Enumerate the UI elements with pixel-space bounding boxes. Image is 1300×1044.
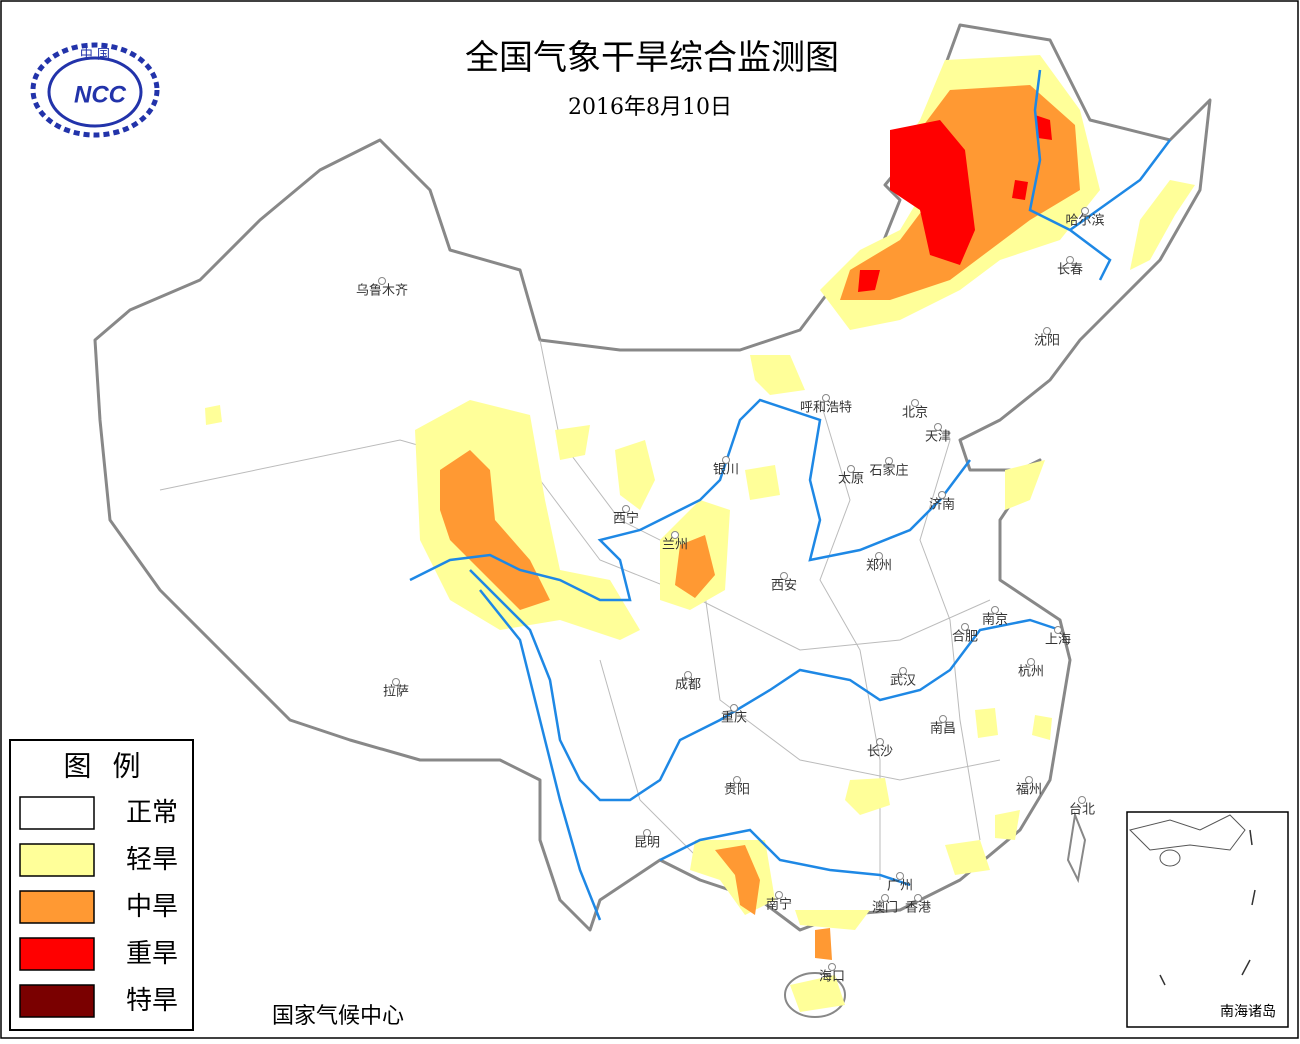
city-marker <box>876 738 884 746</box>
city-marker <box>899 667 907 675</box>
city-marker <box>730 704 738 712</box>
legend-swatch <box>19 984 95 1018</box>
city-marker <box>847 465 855 473</box>
city-marker <box>881 894 889 902</box>
legend-label: 轻旱 <box>126 845 178 875</box>
city-label: 银川 <box>713 463 739 478</box>
city-label: 昆明 <box>634 836 660 851</box>
logo: 中 国 NCC <box>30 42 160 138</box>
legend-swatch <box>19 796 95 830</box>
taiwan <box>1066 811 1087 884</box>
city-label: 兰州 <box>662 538 688 553</box>
city-label: 西宁 <box>613 511 639 527</box>
city-marker <box>1066 256 1074 264</box>
city-label: 南昌 <box>930 721 956 737</box>
city-marker <box>392 678 400 686</box>
city-label: 长春 <box>1057 263 1083 278</box>
city-label: 南宁 <box>766 897 792 913</box>
city-marker <box>780 572 788 580</box>
city-marker <box>914 894 922 902</box>
legend-swatch <box>19 843 95 877</box>
city-label: 上海 <box>1045 633 1071 648</box>
city-label: 天津 <box>925 430 951 445</box>
city-label: 济南 <box>929 497 955 513</box>
city-marker <box>775 891 783 899</box>
legend-label: 中旱 <box>126 892 178 922</box>
city-label: 乌鲁木齐 <box>356 283 408 299</box>
city-label: 长沙 <box>867 745 893 760</box>
rivers <box>409 69 1171 921</box>
city-marker <box>1054 626 1062 634</box>
city-marker <box>991 606 999 614</box>
logo-text: NCC <box>74 81 127 108</box>
city-marker <box>822 394 830 402</box>
city-marker <box>939 715 947 723</box>
city-marker <box>722 456 730 464</box>
footer: 国家气候中心 <box>272 1004 404 1029</box>
city-label: 太原 <box>838 472 864 487</box>
city-marker <box>896 872 904 880</box>
city-marker <box>911 399 919 407</box>
city-label: 呼和浩特 <box>800 401 852 416</box>
city-label: 郑州 <box>866 559 892 574</box>
city-label: 拉萨 <box>383 685 409 700</box>
map-title: 全国气象干旱综合监测图 <box>465 38 839 78</box>
city-label: 哈尔滨 <box>1065 213 1104 229</box>
logo-top: 中 国 <box>80 48 110 63</box>
city-label: 澳门 <box>872 900 898 916</box>
city-label: 石家庄 <box>869 463 908 479</box>
city-marker <box>828 963 836 971</box>
city-label: 香港 <box>905 901 931 916</box>
city-marker <box>875 552 883 560</box>
city-marker <box>684 671 692 679</box>
city-marker <box>671 531 679 539</box>
city-marker <box>622 505 630 513</box>
legend-label: 重旱 <box>126 939 178 969</box>
city-marker <box>1027 658 1035 666</box>
inset-label: 南海诸岛 <box>1220 1004 1276 1020</box>
south-china-sea-inset: 南海诸岛 <box>1126 811 1289 1028</box>
city-label: 沈阳 <box>1034 334 1060 349</box>
city-marker <box>733 776 741 784</box>
legend-label: 特旱 <box>126 986 178 1016</box>
city-label: 福州 <box>1016 783 1042 798</box>
city-label: 西安 <box>771 579 797 594</box>
city-label: 海口 <box>819 970 845 985</box>
city-marker <box>961 623 969 631</box>
drought-areas <box>205 55 1195 1012</box>
map-date: 2016年8月10日 <box>568 95 732 120</box>
city-marker <box>378 277 386 285</box>
city-label: 武汉 <box>890 674 916 689</box>
legend-swatch <box>19 890 95 924</box>
city-marker <box>938 491 946 499</box>
city-label: 合肥 <box>952 630 978 645</box>
city-marker <box>1081 207 1089 215</box>
city-label: 广州 <box>887 879 913 894</box>
city-marker <box>934 423 942 431</box>
city-label: 北京 <box>902 406 928 421</box>
legend-label: 正常 <box>126 798 178 828</box>
city-marker <box>1078 796 1086 804</box>
city-label: 成都 <box>675 678 701 693</box>
city-label: 重庆 <box>721 710 747 726</box>
city-label: 南京 <box>982 612 1008 628</box>
city-marker <box>1043 327 1051 335</box>
city-label: 贵阳 <box>724 783 750 798</box>
city-label: 杭州 <box>1018 665 1044 680</box>
city-marker <box>643 829 651 837</box>
legend-swatch <box>19 937 95 971</box>
city-marker <box>1025 776 1033 784</box>
city-label: 台北 <box>1069 803 1095 818</box>
city-marker <box>885 457 893 465</box>
legend-title: 图 例 <box>64 750 147 783</box>
